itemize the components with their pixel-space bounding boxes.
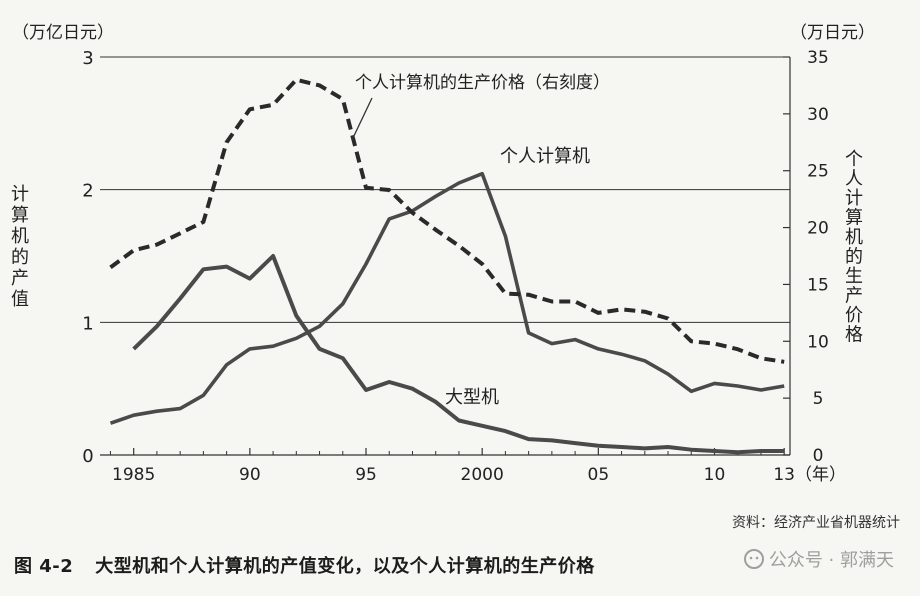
- chart: 0 5 10 15 20 25 30 35 0 1 2 3 1985 90 95 2000 05 10 13 （年）（…: [11, 23, 875, 485]
- right-tick-label: 30: [807, 105, 829, 125]
- x-unit-label: （年）: [795, 465, 846, 485]
- watermark: 公众号 · 郭满天: [743, 546, 894, 572]
- left-unit-label: （万亿日元）: [12, 23, 114, 43]
- figure-caption-text: 大型机和个人计算机的产值变化，以及个人计算机的生产价格: [95, 556, 595, 577]
- x-tick-label: 95: [355, 465, 377, 485]
- mainframe-line: [132, 254, 785, 455]
- left-tick-label: 0: [82, 446, 93, 467]
- right-tick-label: 35: [807, 48, 829, 68]
- label-pc-price: 个人计算机的生产价格（右刻度）: [355, 73, 610, 93]
- left-tick-label: 2: [82, 181, 93, 202]
- x-tick-label: 05: [588, 465, 610, 485]
- right-unit-label: （万日元）: [790, 23, 875, 43]
- right-tick-label: 25: [807, 162, 829, 182]
- x-tick-label: 90: [239, 465, 261, 485]
- x-tick-label: 1985: [112, 465, 155, 485]
- left-axis-title: 计算机的产值: [11, 184, 29, 310]
- label-pc-price-leader: [351, 97, 373, 141]
- x-tick-label: 10: [704, 465, 726, 485]
- wechat-icon: [743, 549, 764, 569]
- pc-line: [109, 171, 785, 425]
- left-tick-label: 1: [82, 313, 93, 334]
- right-tick-label: 0: [813, 446, 824, 466]
- x-tick-label: 13: [773, 465, 795, 485]
- right-tick-label: 15: [807, 275, 829, 295]
- figure-caption: 图 4-2 大型机和个人计算机的产值变化，以及个人计算机的生产价格: [14, 552, 595, 578]
- figure-number: 图 4-2: [14, 556, 74, 577]
- pc-price-line: [109, 77, 785, 364]
- label-pc: 个人计算机: [500, 146, 590, 167]
- x-tick-label: 2000: [461, 465, 504, 485]
- watermark-text: 公众号 · 郭满天: [768, 550, 894, 571]
- source-note: 资料：经济产业省机器统计: [732, 515, 900, 531]
- right-tick-label: 5: [813, 389, 824, 409]
- label-mainframe: 大型机: [445, 387, 499, 408]
- right-axis-title: 个人计算机的生产价格: [845, 149, 863, 346]
- left-tick-label: 3: [82, 48, 93, 69]
- right-tick-label: 20: [807, 219, 829, 239]
- right-tick-label: 10: [807, 332, 829, 352]
